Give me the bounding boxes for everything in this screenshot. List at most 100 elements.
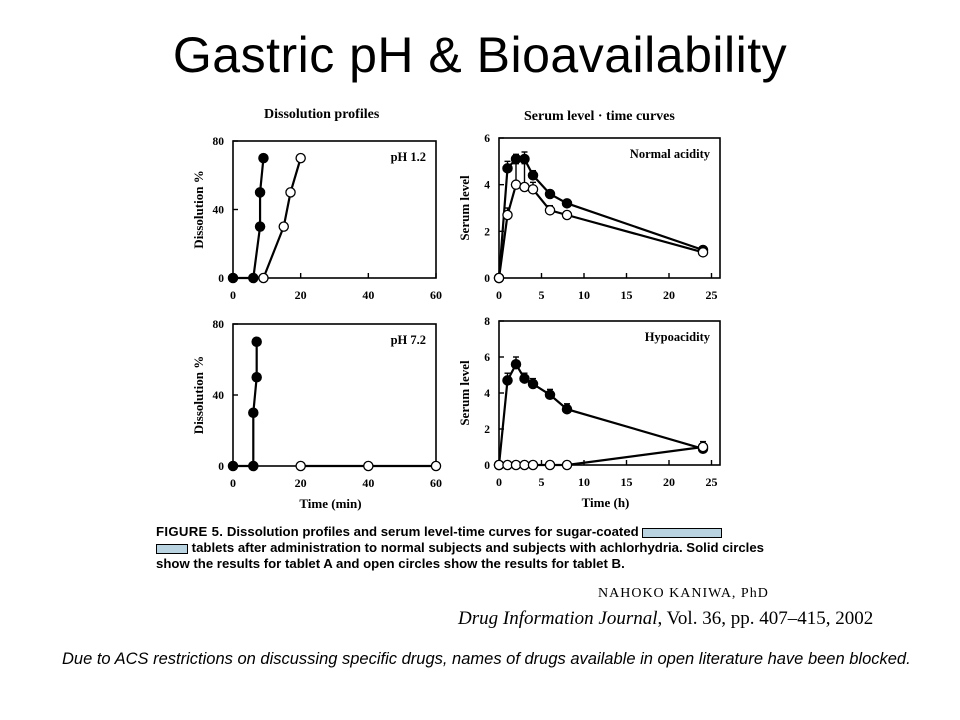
data-point-open [697,247,709,258]
author-credit: NAHOKO KANIWA, PhD [598,586,769,601]
x-tick-label: 20 [663,475,675,489]
x-tick-label: 25 [706,475,718,489]
data-point-filled [510,358,522,370]
x-tick-label: 0 [496,288,502,302]
chart-panel: 0 20 40 60 0 40 80 Dissolution % pH 1.2 [191,136,442,302]
x-tick-label: 10 [578,288,590,302]
data-point-filled [251,371,262,383]
y-tick-label: 6 [484,352,490,364]
data-point-filled [510,153,522,165]
y-tick-label: 0 [218,273,224,285]
data-point-open [510,459,522,471]
y-tick-label: 0 [484,460,490,472]
chart-panel: 0 20 40 60 0 40 80 Dissolution % Time (min) pH 7.… [191,319,442,511]
column-title-dissolution: Dissolution profiles [264,107,380,122]
data-point-open [258,272,269,284]
x-axis-label: Time (min) [299,496,361,511]
data-point-open [278,221,289,232]
chart-panel: 0 5 10 15 20 25 0 2 4 6 Serum level Normal acidity [457,133,721,302]
data-point-open [697,441,709,453]
panel-label: pH 7.2 [391,333,426,347]
y-axis-label: Dissolution % [191,356,206,434]
x-tick-label: 15 [621,288,633,302]
y-tick-label: 40 [213,390,225,402]
x-tick-label: 60 [430,288,442,302]
data-point-open [561,209,573,221]
y-tick-label: 4 [484,388,490,400]
y-axis-label: Serum level [457,175,472,241]
y-axis-label: Serum level [457,360,472,426]
x-tick-label: 0 [230,476,236,490]
y-tick-label: 0 [484,273,490,285]
x-tick-label: 5 [539,475,545,489]
data-point-filled [248,272,259,284]
data-point-filled [527,378,539,390]
y-tick-label: 80 [213,319,225,331]
y-tick-label: 0 [218,461,224,473]
caption-label: FIGURE 5. [156,524,224,539]
y-tick-label: 4 [484,180,490,192]
data-point-open [493,272,505,284]
y-tick-label: 80 [213,136,225,148]
x-tick-label: 40 [362,288,374,302]
redaction-box [642,527,723,538]
x-tick-label: 0 [230,288,236,302]
redaction-box [156,543,188,554]
y-tick-label: 40 [213,205,225,217]
data-point-filled [254,187,266,198]
y-tick-label: 2 [484,226,490,238]
x-tick-label: 25 [706,288,718,302]
caption-line2: tablets after administration to normal s… [156,540,765,571]
data-point-open [519,459,530,471]
data-point-filled [519,373,530,384]
data-point-open [519,181,530,193]
data-point-filled [544,188,556,200]
panel-label: Normal acidity [630,147,711,161]
data-point-filled [248,460,259,472]
data-point-filled [248,407,259,418]
x-tick-label: 20 [295,288,307,302]
chart-panel: 0 5 10 15 20 25 0 2 4 6 8 Serum level Time (h) Hypoac… [457,316,721,510]
x-tick-label: 60 [430,476,442,490]
data-point-open [510,179,522,190]
data-point-filled [561,403,573,415]
x-tick-label: 20 [663,288,675,302]
series-line [262,157,302,279]
figure-caption: FIGURE 5. Dissolution profiles and serum… [156,524,796,572]
y-axis-label: Dissolution % [191,170,206,248]
data-point-open [295,152,306,164]
data-point-open [527,184,539,195]
data-point-filled [544,389,556,401]
data-point-open [493,459,505,471]
y-tick-label: 2 [484,424,490,436]
data-point-open [544,205,556,216]
data-point-filled [227,272,239,284]
x-tick-label: 10 [578,475,590,489]
column-title-serum: Serum level · time curves [524,109,675,124]
x-tick-label: 0 [496,475,502,489]
x-tick-label: 20 [295,476,307,490]
journal-name: Drug Information Journal [458,608,658,629]
plot-frame [498,137,721,279]
data-point-filled [251,336,262,347]
data-point-open [430,460,442,472]
data-point-open [561,459,573,471]
data-point-open [527,459,539,471]
data-point-filled [519,153,530,165]
data-point-open [544,459,556,471]
data-point-open [502,459,513,471]
y-tick-label: 8 [484,316,490,328]
restriction-note: Due to ACS restrictions on discussing sp… [62,650,911,668]
data-point-filled [502,375,513,386]
data-point-open [502,209,513,221]
journal-citation: Drug Information Journal, Vol. 36, pp. 4… [458,608,873,630]
data-point-filled [227,460,239,472]
y-tick-label: 6 [484,133,490,145]
series-line [233,158,265,280]
x-axis-label: Time (h) [582,495,630,510]
caption-line1: Dissolution profiles and serum level-tim… [226,524,639,539]
data-point-filled [527,170,539,181]
data-point-filled [502,163,513,174]
panel-label: pH 1.2 [391,150,426,164]
